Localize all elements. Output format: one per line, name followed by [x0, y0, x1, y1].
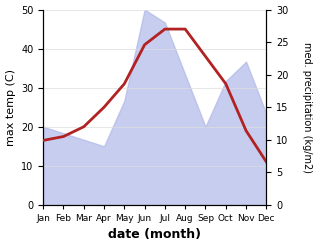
X-axis label: date (month): date (month)	[108, 228, 201, 242]
Y-axis label: max temp (C): max temp (C)	[5, 69, 16, 146]
Y-axis label: med. precipitation (kg/m2): med. precipitation (kg/m2)	[302, 42, 313, 173]
